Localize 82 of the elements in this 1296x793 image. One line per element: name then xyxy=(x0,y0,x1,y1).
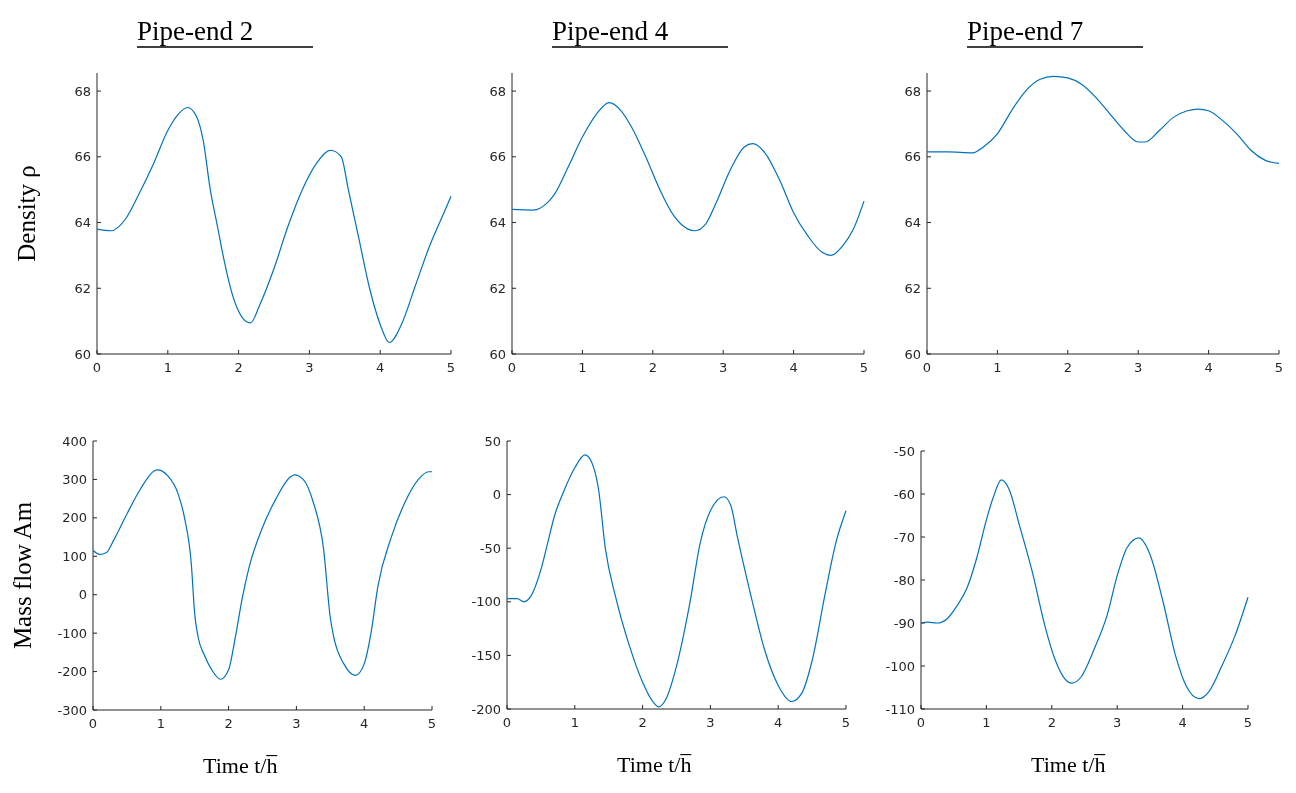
y-tick-label: -110 xyxy=(885,701,915,717)
x-tick-label: 3 xyxy=(719,360,728,375)
y-tick-label: 400 xyxy=(62,433,87,449)
y-tick-label: -90 xyxy=(893,615,915,631)
y-tick-label: 66 xyxy=(489,149,506,165)
y-tick-label: 60 xyxy=(74,346,91,362)
y-tick-label: 62 xyxy=(489,280,506,296)
x-tick-label: 5 xyxy=(841,715,851,730)
line-series xyxy=(920,479,1249,700)
y-tick-label: 50 xyxy=(484,433,501,449)
x-tick-label: 4 xyxy=(1204,360,1213,375)
x-tick-label: 3 xyxy=(292,716,301,731)
y-tick-label: -200 xyxy=(471,701,501,717)
y-tick-label: 0 xyxy=(492,487,501,503)
x-tick-label: 0 xyxy=(922,360,932,375)
x-tick-label: 1 xyxy=(156,716,165,731)
y-tick-label: 64 xyxy=(904,215,921,231)
y-tick-label: 60 xyxy=(489,346,506,362)
y-tick-label: 68 xyxy=(904,83,921,99)
x-tick-label: 2 xyxy=(1063,360,1072,375)
y-tick-label: -50 xyxy=(479,540,501,556)
y-tick-label: 68 xyxy=(489,83,506,99)
y-axis-title: Mass flow Am xyxy=(9,501,36,650)
x-tick-label: 4 xyxy=(360,716,369,731)
y-axis-title: Density ρ xyxy=(13,165,40,262)
x-tick-label: 3 xyxy=(305,360,314,375)
x-tick-label: 5 xyxy=(446,360,456,375)
y-tick-label: 100 xyxy=(62,548,87,564)
y-tick-label: 62 xyxy=(74,280,91,296)
y-tick-label: -80 xyxy=(893,572,915,588)
line-series xyxy=(926,75,1280,164)
x-tick-label: 2 xyxy=(638,715,647,730)
y-tick-label: -60 xyxy=(893,486,915,502)
y-tick-label: 0 xyxy=(78,587,87,603)
x-tick-label: 1 xyxy=(993,360,1002,375)
y-tick-label: -200 xyxy=(57,664,87,680)
chart-title: Pipe-end 2 xyxy=(137,16,254,46)
y-tick-label: -100 xyxy=(471,594,501,610)
y-tick-label: 60 xyxy=(904,346,921,362)
y-tick-label: -150 xyxy=(471,647,501,663)
x-tick-label: 2 xyxy=(234,360,243,375)
x-tick-label: 4 xyxy=(774,715,783,730)
y-tick-label: 64 xyxy=(74,215,91,231)
x-tick-label: 2 xyxy=(1047,715,1056,730)
x-axis-title: Time t/h̅ xyxy=(203,753,278,778)
x-tick-label: 3 xyxy=(1113,715,1122,730)
x-tick-label: 5 xyxy=(427,716,437,731)
x-tick-label: 5 xyxy=(1274,360,1284,375)
line-series xyxy=(511,101,865,256)
x-tick-label: 4 xyxy=(1178,715,1187,730)
x-tick-label: 5 xyxy=(1243,715,1253,730)
chart-title: Pipe-end 7 xyxy=(967,16,1084,46)
x-tick-label: 1 xyxy=(982,715,991,730)
y-tick-label: 300 xyxy=(62,471,87,487)
x-tick-label: 4 xyxy=(376,360,385,375)
y-tick-label: 64 xyxy=(489,215,506,231)
y-tick-label: -100 xyxy=(57,625,87,641)
x-tick-label: 5 xyxy=(859,360,869,375)
x-axis-title: Time t/h̅ xyxy=(617,752,692,777)
y-tick-label: 66 xyxy=(904,149,921,165)
x-axis-title: Time t/h̅ xyxy=(1031,752,1106,777)
y-tick-label: 68 xyxy=(74,83,91,99)
y-tick-label: -300 xyxy=(57,702,87,718)
line-series xyxy=(96,106,452,344)
line-series xyxy=(92,469,433,680)
x-tick-label: 2 xyxy=(648,360,657,375)
y-tick-label: 62 xyxy=(904,280,921,296)
y-tick-label: -50 xyxy=(893,443,915,459)
x-tick-label: 4 xyxy=(789,360,798,375)
x-tick-label: 3 xyxy=(1134,360,1143,375)
y-tick-label: -70 xyxy=(893,529,915,545)
x-tick-label: 3 xyxy=(706,715,715,730)
y-tick-label: 66 xyxy=(74,149,91,165)
y-tick-label: 200 xyxy=(62,510,87,526)
x-tick-label: 0 xyxy=(507,360,517,375)
x-tick-label: 1 xyxy=(578,360,587,375)
y-tick-label: -100 xyxy=(885,658,915,674)
x-tick-label: 0 xyxy=(92,360,102,375)
chart-title: Pipe-end 4 xyxy=(552,16,669,46)
x-tick-label: 1 xyxy=(163,360,172,375)
x-tick-label: 1 xyxy=(570,715,579,730)
x-tick-label: 2 xyxy=(224,716,233,731)
